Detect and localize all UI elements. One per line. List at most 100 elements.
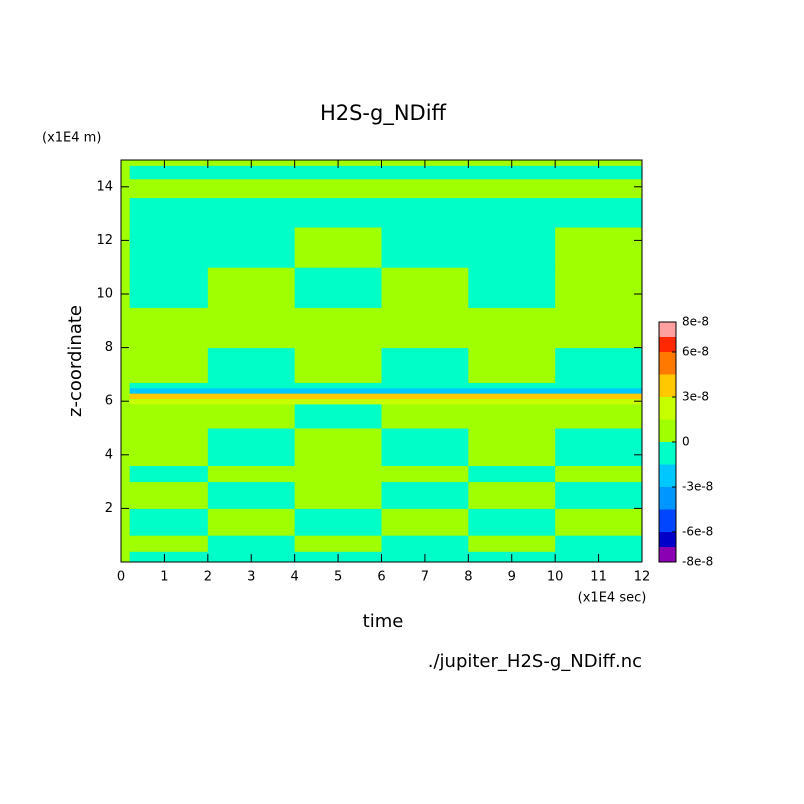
heat-cell [294, 307, 382, 349]
heat-cell [468, 393, 556, 400]
heat-cell [207, 465, 296, 483]
heat-cell [468, 398, 556, 405]
heat-cell [294, 178, 382, 199]
heat-cell [121, 197, 131, 228]
heat-cell [381, 227, 469, 268]
heat-cell [555, 481, 643, 509]
heat-cell [207, 403, 296, 429]
heat-cell [381, 398, 469, 405]
x-tick-label: 9 [508, 570, 516, 585]
heat-cell [129, 307, 209, 349]
heat-cell [129, 178, 209, 199]
x-tick-label: 12 [634, 570, 651, 585]
heat-cell [555, 307, 643, 349]
heat-cell [121, 481, 131, 509]
heat-cell [129, 267, 209, 308]
chart-title: H2S-g_NDiff [320, 101, 447, 126]
heat-cell [381, 197, 469, 228]
colorbar-tick-label: 6e-8 [682, 345, 709, 359]
heat-cell [294, 398, 382, 405]
heat-cell [207, 227, 296, 268]
heat-cell [207, 178, 296, 199]
y-tick-label: 6 [105, 394, 113, 409]
heat-cell [468, 382, 556, 389]
heat-cell [129, 403, 209, 429]
colorbar-segment [659, 532, 676, 547]
footer: ./jupiter_H2S-g_NDiff.nc [428, 651, 642, 672]
heat-cell [121, 227, 131, 268]
heat-cell [555, 227, 643, 268]
colorbar-segment [659, 419, 676, 442]
heat-cell [129, 227, 209, 268]
heat-cell [207, 165, 296, 180]
heat-cell [121, 178, 131, 199]
colorbar-segment [659, 509, 676, 532]
x-tick-label: 3 [247, 570, 255, 585]
heat-cell [555, 197, 643, 228]
heat-cell [294, 465, 382, 483]
heat-cell [207, 535, 296, 552]
heat-cell [381, 481, 469, 509]
y-unit: (x1E4 m) [42, 131, 101, 146]
heat-cell [468, 347, 556, 383]
heat-cell [555, 165, 643, 180]
y-tick-label: 4 [105, 447, 113, 462]
heat-cell [207, 197, 296, 228]
heat-cell [381, 382, 469, 389]
heat-cell [294, 227, 382, 268]
heat-cell [555, 428, 643, 467]
heat-cell [207, 398, 296, 405]
heat-cell [207, 267, 296, 308]
heat-cell [381, 535, 469, 552]
heat-cell [294, 165, 382, 180]
heat-cell [294, 382, 382, 389]
x-tick-label: 10 [547, 570, 564, 585]
heat-cell [294, 403, 382, 429]
heat-cell [555, 267, 643, 308]
heat-cell [468, 307, 556, 349]
heat-cell [468, 428, 556, 467]
heat-cell [294, 508, 382, 536]
heat-cell [121, 393, 131, 400]
heat-cell [207, 382, 296, 389]
heat-cell [121, 307, 131, 349]
heat-cell [207, 508, 296, 536]
heat-cell [468, 403, 556, 429]
heat-cell [381, 508, 469, 536]
heat-cell [555, 347, 643, 383]
heat-cell [381, 178, 469, 199]
y-tick-label: 8 [105, 340, 113, 355]
heat-cell [207, 387, 296, 394]
colorbar-tick-label: 3e-8 [682, 390, 709, 404]
heat-cell [121, 387, 131, 394]
heat-cell [207, 393, 296, 400]
heat-cell [121, 428, 131, 467]
heat-cell [129, 160, 209, 166]
x-tick-label: 11 [590, 570, 607, 585]
heat-cell [129, 197, 209, 228]
heat-cell [381, 465, 469, 483]
heat-cell [294, 197, 382, 228]
heat-cell [121, 403, 131, 429]
x-axis-label: time [363, 611, 404, 632]
heat-cell [381, 347, 469, 383]
colorbar-segment [659, 337, 676, 352]
heat-cell [468, 165, 556, 180]
heat-cell [207, 428, 296, 467]
heat-cell [555, 178, 643, 199]
heat-cell [129, 551, 209, 563]
colorbar-segment [659, 442, 676, 465]
heat-cell [129, 428, 209, 467]
heat-cell [555, 393, 643, 400]
colorbar-segment [659, 547, 676, 562]
heat-cell [294, 393, 382, 400]
colorbar-segment [659, 487, 676, 510]
x-tick-label: 5 [334, 570, 342, 585]
heat-cell [468, 267, 556, 308]
heat-cell [381, 393, 469, 400]
heat-cell [381, 403, 469, 429]
colorbar-tick-label: 8e-8 [682, 315, 709, 329]
heat-cell [121, 347, 131, 383]
heat-cell [381, 165, 469, 180]
heat-cell [129, 382, 209, 389]
